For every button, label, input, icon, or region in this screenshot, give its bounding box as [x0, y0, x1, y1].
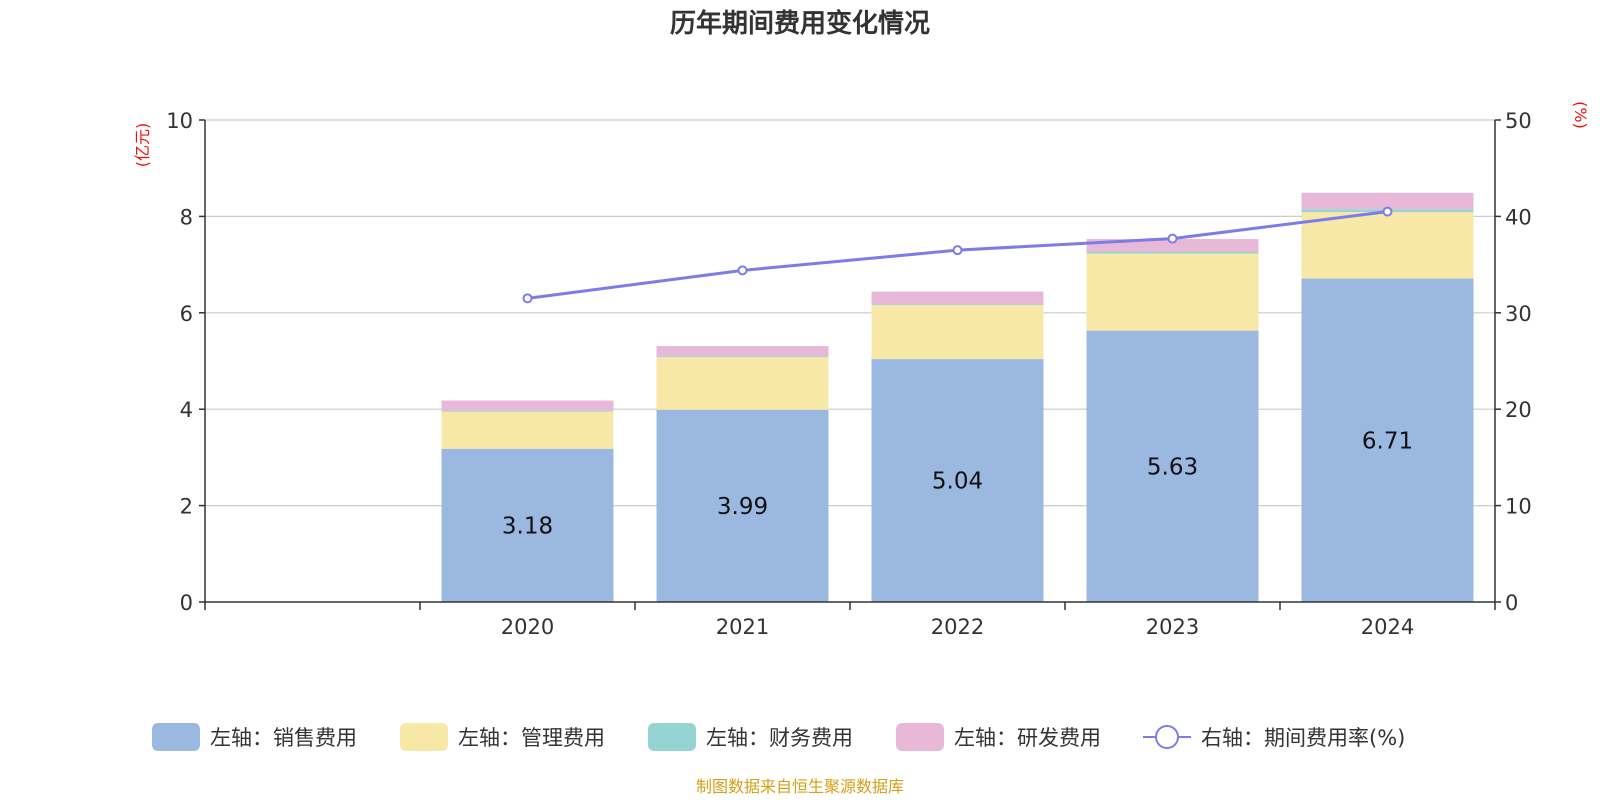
legend-swatch [648, 723, 696, 751]
data-label: 3.99 [717, 494, 768, 520]
bar-segment [441, 448, 614, 602]
bars: 3.18 3.99 5.04 5.63 6.71 [441, 192, 1474, 602]
right-axis-tick-label: 40 [1505, 205, 1532, 229]
x-axis-label: 2022 [931, 615, 984, 639]
bar-segment [871, 305, 1044, 360]
line-point [1167, 233, 1178, 244]
right-axis-tick-label: 20 [1505, 398, 1532, 422]
bar-segment [656, 356, 829, 358]
bar-segment [441, 410, 614, 412]
right-axis-tick-label: 30 [1505, 302, 1532, 326]
line-series [522, 206, 1393, 304]
line-point [1382, 206, 1393, 217]
left-axis-tick-label: 10 [166, 109, 193, 133]
left-axis-tick-label: 0 [180, 591, 193, 615]
line-point [522, 293, 533, 304]
legend-label: 左轴：财务费用 [706, 726, 853, 750]
data-label: 6.71 [1362, 428, 1413, 454]
chart-title: 历年期间费用变化情况 [670, 8, 930, 39]
source-note: 制图数据来自恒生聚源数据库 [696, 777, 904, 796]
bar-segment [1301, 278, 1474, 602]
line-point [737, 265, 748, 276]
bar-segment [871, 359, 1044, 602]
legend-swatch [400, 723, 448, 751]
bar-segment [1086, 253, 1259, 331]
axes: 0 2 4 6 8 10 0 10 20 30 40 50 2020 2021 2022 2023 2024 [166, 109, 1531, 639]
left-axis-unit: (亿元) [133, 123, 152, 168]
bar-segment [1301, 192, 1474, 210]
bar-segment [441, 400, 614, 411]
right-axis-tick-label: 10 [1505, 495, 1532, 519]
line-point [952, 245, 963, 256]
x-axis-label: 2021 [716, 615, 769, 639]
legend-label: 左轴：管理费用 [458, 726, 605, 750]
left-axis-tick-label: 8 [180, 205, 193, 229]
legend-label: 右轴：期间费用率(%) [1201, 726, 1405, 750]
right-axis-tick-label: 50 [1505, 109, 1532, 133]
bar-segment [441, 411, 614, 449]
bar-segment [656, 409, 829, 602]
bar-segment [1086, 251, 1259, 254]
x-axis-label: 2020 [501, 615, 554, 639]
right-axis-tick-label: 0 [1505, 591, 1518, 615]
legend: 左轴：销售费用 左轴：管理费用 左轴：财务费用 左轴：研发费用 右轴：期间费用率(%) [152, 723, 1405, 751]
legend-swatch [896, 723, 944, 751]
legend-label: 左轴：销售费用 [210, 726, 357, 750]
bar-segment [656, 357, 829, 410]
left-axis-tick-label: 2 [180, 495, 193, 519]
bar-segment [871, 291, 1044, 305]
bar-segment [871, 304, 1044, 306]
bar-segment [1301, 212, 1474, 279]
data-label: 3.18 [502, 513, 553, 539]
data-label: 5.63 [1147, 454, 1198, 480]
x-axis-label: 2024 [1361, 615, 1414, 639]
legend-marker [1155, 725, 1179, 749]
left-axis-tick-label: 4 [180, 398, 193, 422]
legend-label: 左轴：研发费用 [954, 726, 1101, 750]
bar-segment [656, 346, 829, 357]
legend-swatch [152, 723, 200, 751]
gridlines [205, 119, 1495, 507]
right-axis-unit: (%) [1571, 101, 1590, 129]
bar-segment [1086, 330, 1259, 602]
left-axis-tick-label: 6 [180, 302, 193, 326]
x-axis-label: 2023 [1146, 615, 1199, 639]
data-label: 5.04 [932, 469, 983, 495]
